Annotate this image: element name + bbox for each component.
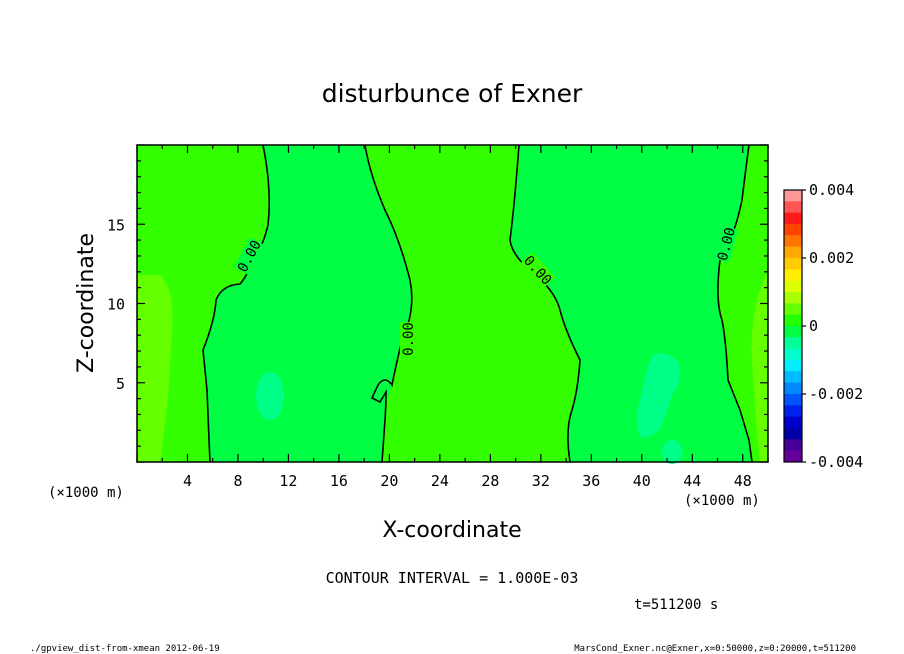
contour-line-1 [202, 144, 271, 463]
colorbar-swatch [784, 280, 802, 293]
colorbar-swatch [784, 235, 802, 248]
region-negative-2 [510, 145, 752, 462]
x-tick-label: 16 [330, 472, 348, 490]
colorbar-tick-label: 0.004 [809, 181, 854, 199]
colorbar-swatch [784, 224, 802, 236]
colorbar-swatch [784, 428, 802, 440]
colorbar-tick-label: 0.002 [809, 249, 854, 267]
colorbar-swatch [784, 394, 802, 406]
x-tick-label: 20 [380, 472, 398, 490]
colorbar-swatch [784, 258, 802, 270]
contour-label-bg-2 [400, 322, 416, 356]
colorbar-swatch [784, 190, 802, 202]
time-label: t=511200 s [634, 597, 718, 613]
chart-title: disturbunce of Exner [322, 79, 583, 108]
colorbar-tick-label: -0.004 [809, 453, 863, 471]
x-tick-label: 44 [683, 472, 701, 490]
y-axis-ticks: 5 10 15 [107, 144, 768, 463]
contour-label-bg-4 [713, 225, 739, 263]
x-tick-label: 48 [734, 472, 752, 490]
colorbar-swatch [784, 269, 802, 282]
region-positive-left [137, 275, 173, 462]
x-unit-label-left: (×1000 m) [48, 485, 124, 501]
region-positive-right [751, 270, 768, 462]
colorbar-swatch [784, 371, 802, 384]
y-axis-title: Z-coordinate [74, 233, 99, 373]
colorbar-swatch [784, 348, 802, 361]
region-negative-blob-1 [256, 372, 284, 420]
contour-line-3 [509, 144, 581, 463]
region-negative-1 [203, 145, 412, 462]
region-negative-blob-3 [662, 440, 682, 464]
x-axis-ticks: 4 8 12 16 20 24 28 32 36 40 44 48 [136, 145, 769, 490]
x-tick-label: 24 [431, 472, 449, 490]
x-tick-label: 36 [582, 472, 600, 490]
colorbar-swatch [784, 246, 802, 259]
region-negative-blob-2 [637, 353, 680, 437]
footer-right: MarsCond_Exner.nc@Exner,x=0:50000,z=0:20… [574, 644, 856, 654]
x-tick-label: 4 [183, 472, 192, 490]
colorbar [784, 190, 802, 463]
y-tick-label: 10 [107, 296, 125, 314]
colorbar-tick-label: 0 [809, 317, 818, 335]
colorbar-swatch [784, 212, 802, 225]
x-axis-title: X-coordinate [382, 518, 521, 543]
colorbar-swatch [784, 405, 802, 418]
colorbar-swatch [784, 292, 802, 304]
x-tick-label: 12 [279, 472, 297, 490]
colorbar-swatch [784, 326, 802, 338]
colorbar-swatch [784, 439, 802, 452]
x-tick-label: 40 [633, 472, 651, 490]
contour-label-bg-3 [520, 252, 556, 288]
colorbar-ticks: 0.004 0.002 0 -0.002 -0.004 [802, 181, 863, 471]
contour-label-bg-1 [233, 237, 265, 275]
contour-interval-text: CONTOUR INTERVAL = 1.000E-03 [326, 569, 579, 587]
y-tick-label: 15 [107, 216, 125, 234]
x-tick-label: 8 [233, 472, 242, 490]
x-unit-label-right: (×1000 m) [684, 493, 760, 509]
colorbar-tick-label: -0.002 [809, 385, 863, 403]
contour-line-4 [717, 144, 753, 463]
colorbar-swatch [784, 201, 802, 214]
colorbar-swatch [784, 416, 802, 429]
colorbar-swatch [784, 314, 802, 327]
contour-label-2: 0.00 [401, 322, 417, 356]
y-tick-label: 5 [116, 375, 125, 393]
colorbar-swatch [784, 360, 802, 372]
colorbar-swatch [784, 303, 802, 316]
x-tick-label: 32 [532, 472, 550, 490]
x-tick-label: 28 [481, 472, 499, 490]
colorbar-swatch [784, 382, 802, 395]
footer-left: ./gpview_dist-from-xmean 2012-06-19 [30, 644, 220, 654]
colorbar-swatch [784, 337, 802, 350]
colorbar-swatch [784, 450, 802, 463]
